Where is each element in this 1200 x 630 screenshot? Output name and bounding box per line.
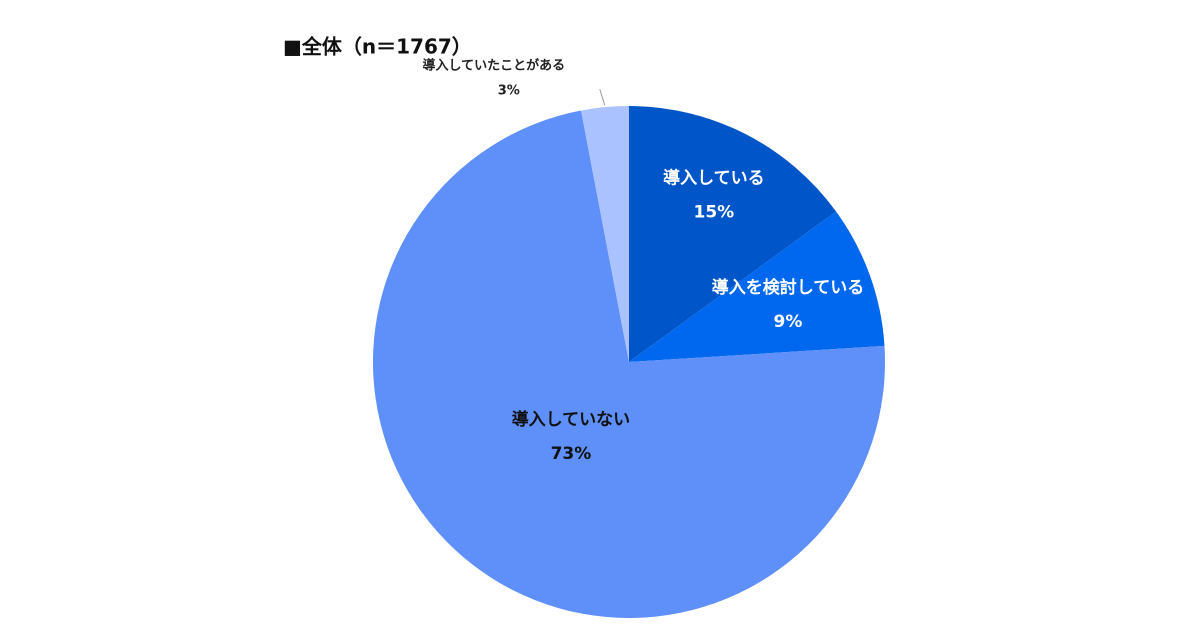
slice-label: 導入している (663, 167, 765, 188)
value-label: 3% (498, 84, 520, 99)
pie-slice (372, 110, 885, 619)
leader-line (599, 89, 606, 106)
slice-label: 導入していたことがある (422, 58, 565, 74)
value-label: 15% (693, 202, 734, 222)
chart-title: ■全体（n＝1767） (283, 35, 472, 59)
pie-slice (629, 106, 837, 362)
pie-slice (581, 106, 629, 362)
pie-slice (629, 211, 885, 362)
slice-label: 導入を検討している (712, 277, 865, 298)
slice-label: 導入していない (512, 409, 631, 430)
value-label: 9% (774, 312, 803, 332)
value-label: 73% (551, 444, 592, 464)
